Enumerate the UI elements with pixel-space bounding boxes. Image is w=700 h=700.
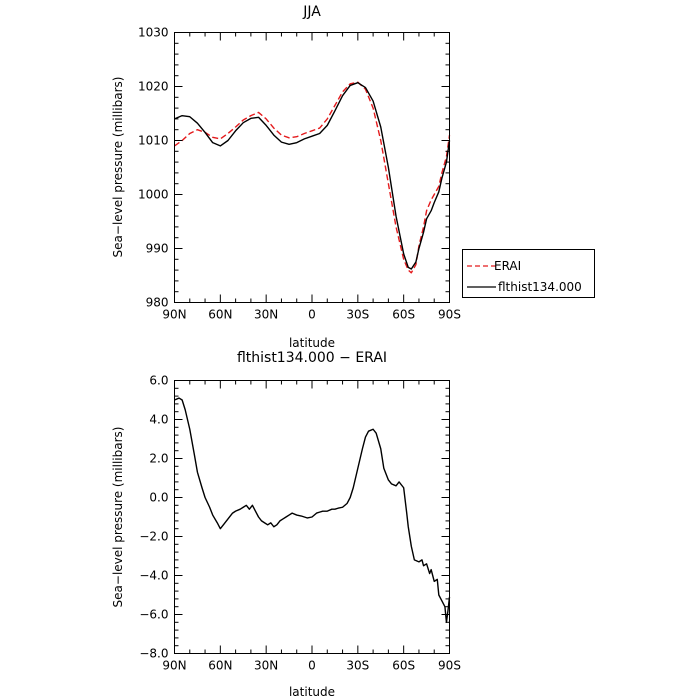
bottom-y-axis-label: Sea−level pressure (millibars) xyxy=(111,427,125,608)
bottom-series-line-0 xyxy=(174,397,451,623)
y-tick-label: 980 xyxy=(146,296,169,310)
y-tick-label: 1020 xyxy=(138,80,169,94)
bottom-panel: flthist134.000 − ERAI 90N 60N 30N 0 30S 60S 90… xyxy=(111,350,461,699)
x-tick-label: 90N xyxy=(162,308,186,322)
x-tick-label: 0 xyxy=(308,659,316,673)
bottom-y-tick-labels: −8.0 −6.0 −4.0 −2.0 0.0 2.0 4.0 6.0 xyxy=(139,374,168,661)
y-tick-label: 0.0 xyxy=(149,491,168,505)
top-ticks xyxy=(174,32,450,303)
y-tick-label: −8.0 xyxy=(139,647,168,661)
top-y-axis-label: Sea−level pressure (millibars) xyxy=(111,77,125,258)
bottom-chart-title: flthist134.000 − ERAI xyxy=(237,350,387,366)
y-tick-label: −4.0 xyxy=(139,569,168,583)
top-series-line-0 xyxy=(174,81,451,274)
x-tick-label: 60N xyxy=(208,308,232,322)
x-tick-label: 90S xyxy=(438,308,461,322)
y-tick-label: 990 xyxy=(146,242,169,256)
x-tick-label: 30S xyxy=(346,659,369,673)
bottom-series-lines xyxy=(174,397,451,623)
y-tick-label: −6.0 xyxy=(139,608,168,622)
top-series-line-1 xyxy=(174,82,451,270)
x-tick-label: 60N xyxy=(208,659,232,673)
legend-label-model: flthist134.000 xyxy=(498,280,582,294)
x-tick-label: 0 xyxy=(308,308,316,322)
y-tick-label: 2.0 xyxy=(149,452,168,466)
y-tick-label: 4.0 xyxy=(149,413,168,427)
y-tick-label: 1030 xyxy=(138,26,169,40)
y-tick-label: 1010 xyxy=(138,134,169,148)
top-x-axis-label: latitude xyxy=(289,336,335,350)
y-tick-label: 1000 xyxy=(138,188,169,202)
top-y-tick-labels: 980 990 1000 1010 1020 1030 xyxy=(138,26,169,310)
bottom-x-tick-labels: 90N 60N 30N 0 30S 60S 90S xyxy=(162,659,461,673)
bottom-ticks xyxy=(174,380,450,654)
legend-box xyxy=(462,249,595,298)
top-plot-frame xyxy=(174,32,450,303)
x-tick-label: 30N xyxy=(254,308,278,322)
y-tick-label: 6.0 xyxy=(149,374,168,388)
legend: ERAI flthist134.000 xyxy=(462,249,595,298)
x-tick-label: 60S xyxy=(392,659,415,673)
x-tick-label: 30N xyxy=(254,659,278,673)
x-tick-label: 90S xyxy=(438,659,461,673)
bottom-x-axis-label: latitude xyxy=(289,685,335,699)
top-series-lines xyxy=(174,81,451,274)
top-chart-title: JJA xyxy=(302,4,321,20)
x-tick-label: 90N xyxy=(162,659,186,673)
y-tick-label: −2.0 xyxy=(139,530,168,544)
top-panel: JJA 90N 60N 30N 0 30S 60S 90S 980 990 1000 1010 10… xyxy=(111,4,595,350)
top-x-tick-labels: 90N 60N 30N 0 30S 60S 90S xyxy=(162,308,461,322)
x-tick-label: 60S xyxy=(392,308,415,322)
legend-label-erai: ERAI xyxy=(494,259,521,273)
x-tick-label: 30S xyxy=(346,308,369,322)
